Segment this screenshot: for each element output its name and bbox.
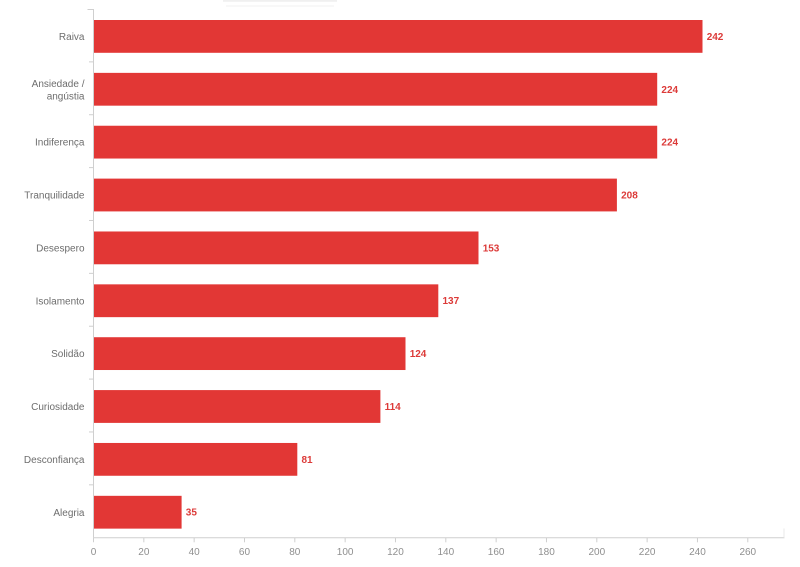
- svg-text:242: 242: [707, 32, 724, 43]
- svg-text:Raiva: Raiva: [59, 32, 85, 43]
- svg-text:137: 137: [443, 296, 460, 307]
- svg-text:208: 208: [621, 191, 638, 202]
- svg-text:0: 0: [91, 547, 97, 558]
- svg-text:200: 200: [588, 547, 605, 558]
- svg-text:153: 153: [483, 243, 500, 254]
- svg-text:124: 124: [410, 349, 427, 360]
- svg-text:20: 20: [138, 547, 150, 558]
- svg-text:Tranquilidade: Tranquilidade: [24, 191, 85, 202]
- svg-text:35: 35: [186, 508, 198, 519]
- svg-text:Ansiedade /: Ansiedade /: [32, 79, 85, 90]
- svg-text:224: 224: [661, 85, 678, 96]
- svg-text:180: 180: [538, 547, 555, 558]
- svg-text:Curiosidade: Curiosidade: [31, 402, 85, 413]
- svg-text:160: 160: [488, 547, 505, 558]
- svg-text:Solidão: Solidão: [51, 349, 85, 360]
- svg-text:100: 100: [337, 547, 354, 558]
- svg-text:80: 80: [289, 547, 301, 558]
- svg-text:Indiferença: Indiferença: [35, 138, 85, 149]
- svg-text:Desespero: Desespero: [36, 243, 85, 254]
- svg-text:220: 220: [639, 547, 656, 558]
- svg-text:Isolamento: Isolamento: [36, 296, 85, 307]
- svg-text:240: 240: [689, 547, 706, 558]
- svg-text:120: 120: [387, 547, 404, 558]
- svg-text:140: 140: [437, 547, 454, 558]
- svg-text:114: 114: [385, 402, 402, 413]
- svg-text:81: 81: [302, 455, 314, 466]
- svg-text:60: 60: [239, 547, 251, 558]
- svg-text:Desconfiança: Desconfiança: [24, 455, 85, 466]
- svg-text:260: 260: [739, 547, 756, 558]
- svg-text:angústia: angústia: [47, 91, 85, 102]
- svg-text:224: 224: [661, 138, 678, 149]
- svg-text:40: 40: [189, 547, 201, 558]
- svg-text:Alegria: Alegria: [53, 508, 85, 519]
